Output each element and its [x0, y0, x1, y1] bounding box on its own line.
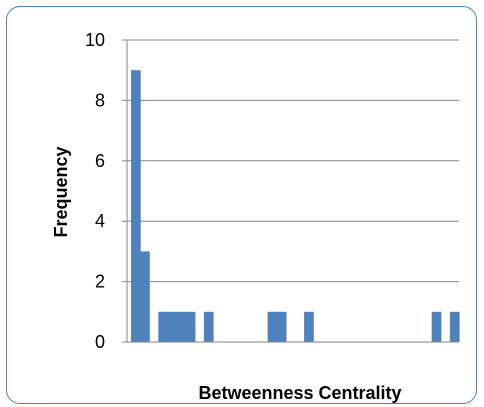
axes — [122, 40, 459, 343]
bar-bin-7 — [185, 311, 196, 342]
bar-bin-2 — [140, 251, 150, 342]
bar-bin-6 — [176, 311, 187, 342]
bar-bin-17 — [276, 311, 287, 342]
y-tick-label-8: 8 — [95, 90, 105, 110]
y-axis-title: Frequency — [51, 146, 71, 237]
y-tick-label-2: 2 — [95, 272, 105, 292]
bar-bin-20 — [304, 311, 314, 342]
y-tick-label-4: 4 — [95, 211, 105, 231]
bar-bin-1 — [131, 70, 141, 342]
bar-bin-36 — [449, 311, 460, 342]
bar-bin-9 — [203, 311, 214, 342]
y-tick-labels: 0 2 4 6 8 10 — [85, 30, 105, 352]
bar-bin-4 — [158, 311, 169, 342]
y-tick-label-10: 10 — [85, 30, 105, 50]
bar-bin-34 — [431, 311, 442, 342]
histogram-bars — [131, 70, 460, 342]
x-axis-title: Betweenness Centrality — [198, 383, 401, 403]
bar-bin-5 — [167, 311, 178, 342]
gridlines — [122, 39, 459, 283]
bar-bin-16 — [267, 311, 278, 342]
chart-frame — [6, 6, 477, 404]
y-tick-label-6: 6 — [95, 151, 105, 171]
y-tick-label-0: 0 — [95, 332, 105, 352]
